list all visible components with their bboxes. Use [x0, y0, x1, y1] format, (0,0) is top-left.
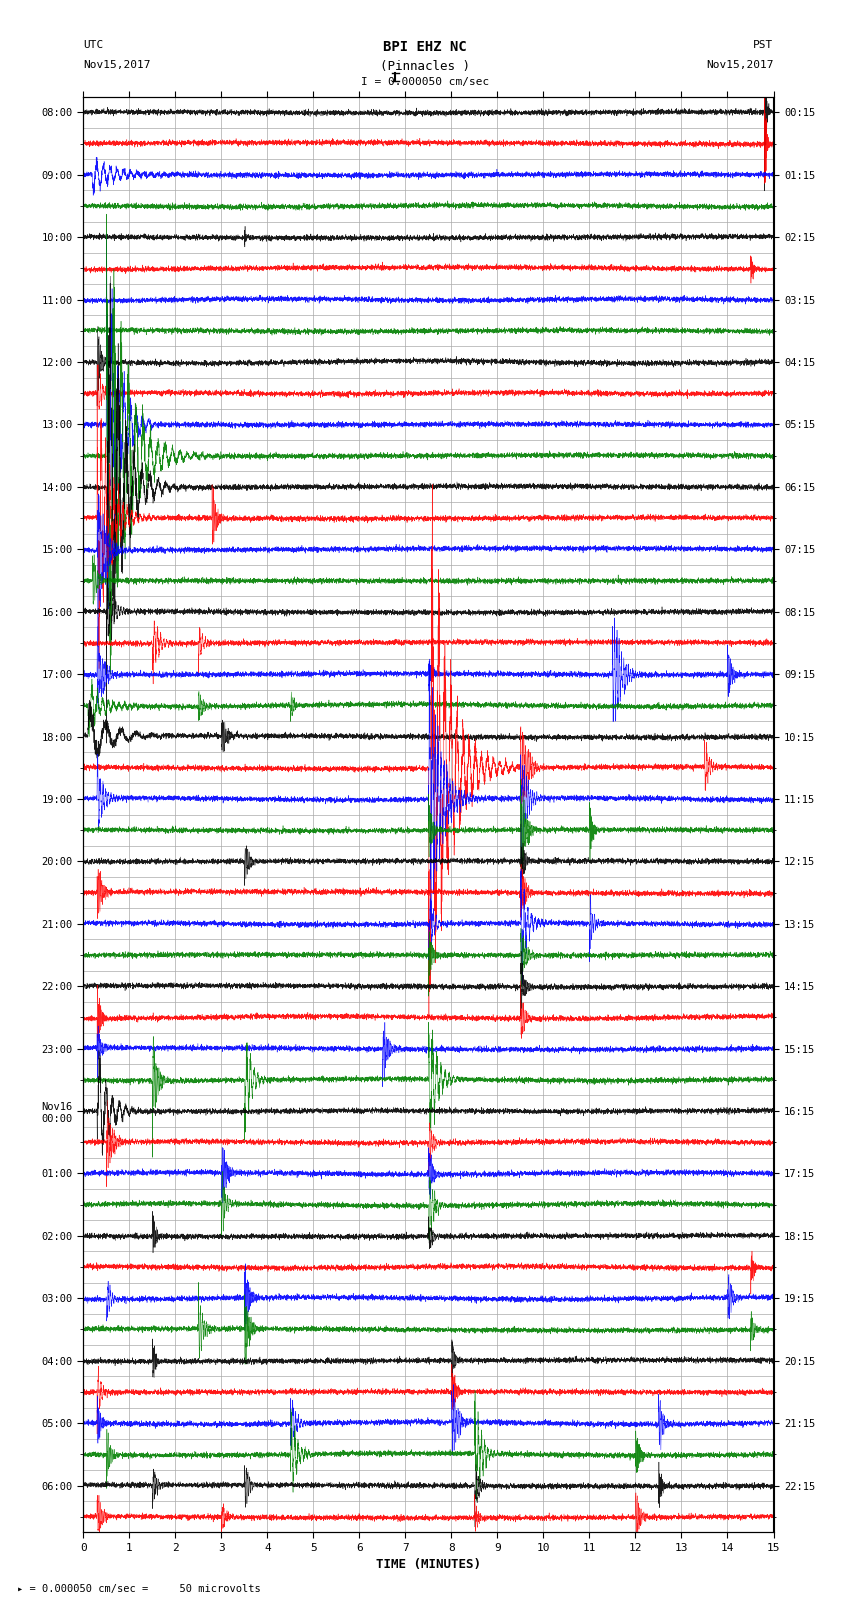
Text: PST: PST — [753, 40, 774, 50]
Text: ▸ = 0.000050 cm/sec =     50 microvolts: ▸ = 0.000050 cm/sec = 50 microvolts — [17, 1584, 261, 1594]
Text: Nov15,2017: Nov15,2017 — [706, 60, 774, 69]
Text: Nov15,2017: Nov15,2017 — [83, 60, 150, 69]
Text: UTC: UTC — [83, 40, 104, 50]
Text: I = 0.000050 cm/sec: I = 0.000050 cm/sec — [361, 77, 489, 87]
Text: BPI EHZ NC: BPI EHZ NC — [383, 40, 467, 55]
Text: (Pinnacles ): (Pinnacles ) — [380, 60, 470, 73]
X-axis label: TIME (MINUTES): TIME (MINUTES) — [376, 1558, 481, 1571]
